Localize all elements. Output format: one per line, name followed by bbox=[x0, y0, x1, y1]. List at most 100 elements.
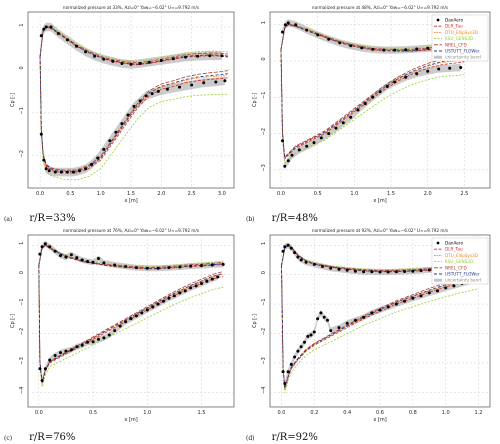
panel-2-danaero-point bbox=[134, 266, 138, 270]
panel-0-danaero-point bbox=[220, 54, 224, 58]
panel-2-danaero-point bbox=[69, 253, 73, 257]
panel-1-danaero-point bbox=[341, 121, 345, 125]
panel-3-danaero-point bbox=[283, 245, 287, 249]
panel-2-x-axis-label: x [m] bbox=[124, 417, 137, 423]
panel-0-ksu-gen3d-suction-line bbox=[39, 61, 228, 181]
panel-3-danaero-point bbox=[394, 302, 398, 306]
panel-0-danaero-point bbox=[47, 169, 51, 173]
caption-c-letter: (c) bbox=[4, 435, 13, 442]
panel-0-danaero-point bbox=[129, 62, 133, 66]
panel-3-danaero-point bbox=[316, 317, 320, 321]
panel-2-danaero-point bbox=[124, 265, 128, 268]
panel-0-danaero-point bbox=[138, 62, 142, 65]
panel-1-danaero-point bbox=[426, 69, 430, 73]
panel-3-danaero-point bbox=[304, 260, 308, 264]
panel-1-danaero-point bbox=[286, 159, 290, 163]
panel-1-danaero-point bbox=[305, 144, 309, 148]
panel-1-danaero-point bbox=[338, 41, 342, 45]
panel-3-danaero-point bbox=[378, 308, 382, 312]
panel-3-y-tick-label: 0 bbox=[261, 271, 267, 274]
panel-3-danaero-point bbox=[337, 267, 341, 271]
panel-2-danaero-point bbox=[48, 358, 52, 362]
panel-2-danaero-point bbox=[38, 252, 42, 256]
panel-3-x-tick-label: 1.0 bbox=[442, 410, 450, 416]
panel-3-danaero-point bbox=[452, 284, 456, 288]
panel-3-danaero-point bbox=[296, 349, 300, 353]
panel-3-danaero-point bbox=[326, 318, 329, 322]
panel-2-danaero-point bbox=[40, 245, 44, 249]
panel-2-x-tick-label: 0.5 bbox=[89, 410, 97, 416]
panel-2-y-tick-label: 0 bbox=[19, 271, 25, 274]
panel-3-danaero-point bbox=[299, 258, 303, 262]
panel-3-danaero-point bbox=[370, 270, 374, 274]
panel-2-danaero-point bbox=[43, 367, 47, 371]
panel-2-danaero-point bbox=[64, 255, 68, 259]
caption-c: (c) r/R=76% bbox=[4, 425, 75, 444]
panel-0-x-tick-label: 1.5 bbox=[127, 191, 135, 197]
panel-2-danaero-point bbox=[59, 351, 62, 355]
panel-3-x-tick-label: 0.8 bbox=[409, 410, 417, 416]
panel-1-legend-marker bbox=[436, 18, 440, 22]
panel-3-legend-label: DTU_EllipSys3D bbox=[445, 253, 478, 258]
panel-3-danaero-point bbox=[312, 262, 316, 266]
panel-1-dlr-tau-suction-line bbox=[280, 50, 465, 160]
panel-3-legend-label: DanAero bbox=[445, 241, 463, 246]
panel-2-danaero-point bbox=[97, 337, 100, 341]
panel-2-danaero-point bbox=[38, 367, 42, 371]
panel-0-danaero-point bbox=[214, 80, 218, 84]
caption-b-letter: (b) bbox=[246, 216, 255, 223]
panel-3-y-tick-label: −3 bbox=[261, 357, 267, 364]
panel-3-legend-marker bbox=[436, 241, 440, 245]
panel-2-danaero-point bbox=[151, 305, 155, 309]
panel-3-danaero-point bbox=[419, 269, 423, 273]
panel-2-x-tick-label: 0.0 bbox=[35, 410, 43, 416]
caption-a-text: r/R=33% bbox=[29, 213, 76, 224]
panel-0-danaero-point bbox=[190, 83, 194, 87]
panel-1-ustutt-flower-suction-line bbox=[280, 49, 465, 159]
panel-1-x-tick-label: 2.5 bbox=[460, 191, 468, 197]
panel-1-danaero-point bbox=[283, 23, 287, 27]
panel-1-legend-label: KSU_GENS3D bbox=[445, 36, 473, 41]
panel-1-x-tick-label: 0.0 bbox=[277, 191, 285, 197]
panel-1-danaero-point bbox=[297, 148, 301, 152]
panel-2-danaero-point bbox=[86, 260, 90, 263]
panel-2-danaero-point bbox=[178, 265, 182, 269]
panel-3-danaero-point bbox=[329, 266, 333, 270]
panel-0-danaero-point bbox=[178, 85, 181, 89]
panel-3-danaero-point bbox=[436, 289, 439, 293]
caption-d: (d) r/R=92% bbox=[246, 425, 318, 444]
panel-0-danaero-point bbox=[93, 54, 97, 58]
panel-3-danaero-point bbox=[296, 255, 300, 259]
panel-2-danaero-point bbox=[75, 256, 79, 260]
panel-2-danaero-point bbox=[59, 254, 62, 258]
panel-1-dtu-ellipsys3d-suction-line bbox=[280, 49, 465, 160]
panel-3-x-tick-label: 1.2 bbox=[475, 410, 483, 416]
panel-2-danaero-point bbox=[205, 279, 209, 283]
panel-0-danaero-point bbox=[147, 60, 151, 64]
panel-1-y-axis-label: Cp [-] bbox=[252, 93, 258, 107]
panel-0-danaero-point bbox=[44, 25, 48, 29]
panel-1-danaero-point bbox=[448, 66, 452, 70]
panel-0-danaero-point bbox=[208, 54, 212, 58]
panel-2-danaero-point bbox=[216, 275, 220, 279]
panel-0-danaero-point bbox=[159, 59, 163, 62]
panel-0-danaero-point bbox=[184, 55, 187, 59]
panel-0-y-tick-label: 1 bbox=[19, 23, 25, 26]
panel-1-legend-label: USTUTT_FLOWer bbox=[445, 49, 480, 54]
panel-1-danaero-point bbox=[290, 153, 294, 157]
panel-2-ksu-gen3d-suction-line bbox=[38, 269, 224, 388]
panel-0-danaero-point bbox=[223, 79, 227, 83]
caption-c-text: r/R=76% bbox=[29, 432, 76, 443]
panel-3-danaero-point bbox=[345, 321, 349, 325]
panel-2-danaero-point bbox=[64, 349, 68, 353]
panel-1-danaero-point bbox=[327, 132, 331, 136]
panel-2-danaero-point bbox=[156, 266, 160, 270]
panel-1-danaero-point bbox=[281, 139, 284, 143]
panel-1-danaero-point bbox=[334, 126, 338, 130]
panel-3-danaero-point bbox=[309, 333, 313, 337]
caption-a-letter: (a) bbox=[4, 216, 13, 223]
panel-3-danaero-point bbox=[319, 311, 323, 315]
panel-3-danaero-point bbox=[386, 270, 390, 274]
panel-1-danaero-point bbox=[404, 48, 408, 52]
